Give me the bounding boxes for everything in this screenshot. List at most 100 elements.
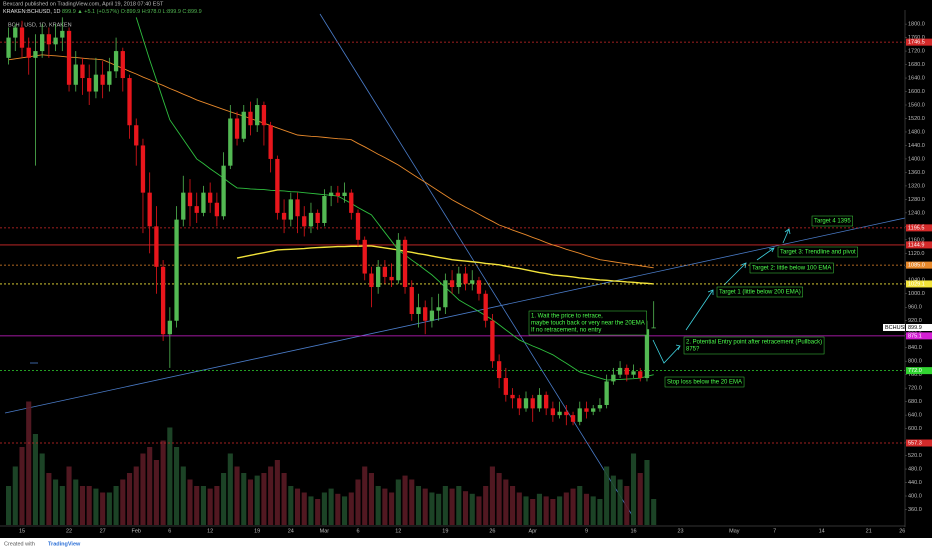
volume-bar <box>335 493 341 525</box>
price-change: 899.9 ▲ +5.1 (+0.57%) <box>62 9 119 15</box>
candle-body <box>597 405 603 409</box>
y-tick-label: 400.0 <box>908 493 922 499</box>
candle-body <box>362 239 367 274</box>
candle-body <box>396 239 401 281</box>
level-label: 772.0 <box>908 368 922 374</box>
footer-brand: TradingView <box>48 541 81 547</box>
volume-bar <box>12 466 18 525</box>
volume-bar <box>375 486 381 525</box>
candle-body <box>604 381 609 406</box>
candle-body <box>544 394 549 409</box>
candle-body <box>490 320 495 362</box>
volume-bar <box>557 496 563 525</box>
candle-body <box>476 280 482 294</box>
candle-body <box>167 320 172 335</box>
annotation-text: 2. Potential Entry point after retraceme… <box>686 340 822 346</box>
annotation-text: Target 1 (little below 200 EMA) <box>719 290 801 296</box>
ema-line <box>236 245 654 285</box>
level-tag <box>906 261 932 269</box>
y-tick-label: 1120.0 <box>908 251 924 257</box>
trend-line <box>4 217 906 414</box>
level-label: 1029.1 <box>908 281 925 287</box>
candle-body <box>275 158 280 213</box>
volume-bar <box>610 475 616 525</box>
candle-body <box>570 415 576 422</box>
candle-body <box>537 394 542 409</box>
y-tick-label: 960.0 <box>908 305 922 311</box>
volume-bar <box>503 479 509 525</box>
volume-bar <box>604 466 610 525</box>
annotation-box <box>683 336 825 355</box>
candle-body <box>268 125 273 159</box>
candle-body <box>288 199 293 220</box>
candle-body <box>631 371 636 375</box>
candle-body <box>651 327 656 329</box>
level-label: 1195.5 <box>908 225 924 231</box>
y-tick-label: 800.0 <box>908 359 922 365</box>
candle-body <box>315 212 320 223</box>
volume-bar <box>456 486 462 525</box>
y-tick-label: 1320.0 <box>908 183 925 189</box>
volume-bar <box>59 486 65 525</box>
volume-bar <box>160 440 166 525</box>
candle-body <box>429 310 435 321</box>
level-tag <box>906 224 932 232</box>
candle-body <box>503 378 508 395</box>
candle-body <box>154 226 159 267</box>
candle-body <box>443 280 448 308</box>
level-label: 1144.9 <box>908 242 924 248</box>
candle-body <box>328 192 334 197</box>
candle-body <box>13 27 18 38</box>
volume-bar <box>483 486 489 525</box>
candle-body <box>517 398 522 409</box>
volume-bar <box>100 492 106 525</box>
y-tick-label: 1440.0 <box>908 143 925 149</box>
annotations: Target 4 1395 Target 3: Trendline and piv… <box>528 215 858 388</box>
volume-bar <box>510 486 516 525</box>
volume-bar <box>147 447 153 525</box>
x-tick-label: 12 <box>395 528 401 534</box>
volume-bar <box>93 488 99 525</box>
volume-bar <box>382 488 388 525</box>
x-tick-label: 23 <box>677 528 683 534</box>
arrow <box>723 262 747 286</box>
volume-bar <box>207 488 213 525</box>
annotation-text: Target 2: little below 100 EMA <box>752 266 831 272</box>
candle-body <box>113 51 119 72</box>
level-tag <box>906 367 932 375</box>
volume-bar <box>489 466 495 525</box>
candle-body <box>19 27 25 48</box>
volume-bar <box>462 491 469 525</box>
x-tick-label: Apr <box>528 528 537 534</box>
arrow-head <box>768 247 775 253</box>
y-tick-label: 1400.0 <box>908 156 925 162</box>
candle-body <box>73 64 78 85</box>
candle-body <box>174 219 179 321</box>
volume-bar <box>301 492 307 525</box>
volume-bar <box>174 447 180 525</box>
x-tick-label: 24 <box>288 528 294 534</box>
volume-bar <box>167 427 173 525</box>
y-tick-label: 760.0 <box>908 372 922 378</box>
volume-bar <box>536 493 542 525</box>
annotation-box <box>664 376 745 388</box>
candle-body <box>577 408 582 422</box>
candle-body <box>638 371 643 379</box>
volume-bar <box>274 460 280 525</box>
candle-body <box>611 374 616 382</box>
candle-body <box>302 216 307 227</box>
y-tick-label: 1800.0 <box>908 22 925 28</box>
arrows <box>652 228 791 364</box>
volume-bar <box>402 475 408 525</box>
level-tag <box>906 38 932 46</box>
symbol-tag: BCHUSD <box>885 325 908 331</box>
arrow <box>756 247 775 261</box>
candle-body <box>187 192 193 207</box>
symbol-line: KRAKEN:BCHUSD, 1D 899.9 ▲ +5.1 (+0.57%) … <box>3 9 202 15</box>
background-layer <box>4 13 906 516</box>
volume-bar <box>227 453 233 525</box>
volume-bar <box>530 499 536 525</box>
volume-bar <box>630 453 637 525</box>
candle-body <box>470 280 475 284</box>
x-tick-label: 15 <box>19 528 25 534</box>
